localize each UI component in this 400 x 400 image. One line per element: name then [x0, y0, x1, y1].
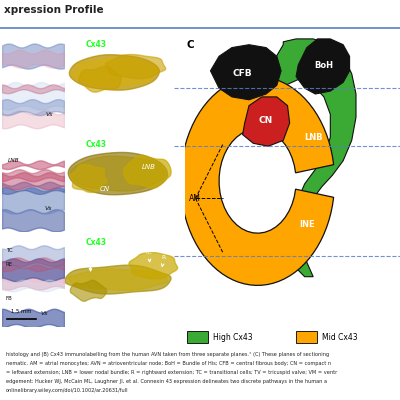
Text: INE: INE	[299, 220, 314, 229]
Text: LNB: LNB	[142, 164, 155, 170]
Polygon shape	[296, 39, 350, 94]
Text: CN: CN	[100, 186, 110, 192]
Text: 700 μm: 700 μm	[126, 308, 148, 313]
Polygon shape	[69, 55, 159, 90]
Bar	[296, 331, 318, 343]
Text: Cx43: Cx43	[86, 238, 107, 247]
Text: TC: TC	[6, 248, 12, 253]
Text: histology and (B) Cx43 immunolabelling from the human AVN taken from three separ: histology and (B) Cx43 immunolabelling f…	[6, 352, 329, 357]
Text: LNB: LNB	[304, 133, 322, 142]
Text: Mid Cx43: Mid Cx43	[322, 332, 357, 342]
Polygon shape	[70, 164, 107, 192]
Text: Vs: Vs	[46, 112, 53, 116]
Text: 300 μm: 300 μm	[126, 112, 148, 118]
Text: TC: TC	[238, 190, 252, 200]
Text: F: F	[68, 238, 74, 247]
Polygon shape	[71, 156, 165, 191]
Text: FB: FB	[6, 296, 12, 301]
Bar	[187, 331, 208, 343]
Polygon shape	[70, 280, 106, 301]
Polygon shape	[65, 265, 171, 294]
Polygon shape	[124, 155, 171, 188]
Text: D: D	[68, 140, 75, 149]
Polygon shape	[79, 66, 122, 92]
Text: AM: AM	[189, 194, 201, 203]
Polygon shape	[68, 152, 168, 195]
Polygon shape	[242, 97, 290, 146]
Text: L: L	[89, 305, 108, 310]
Polygon shape	[268, 39, 356, 277]
Text: High Cx43: High Cx43	[213, 332, 252, 342]
Text: Vs: Vs	[40, 311, 48, 316]
Text: 1.5 mm: 1.5 mm	[11, 309, 32, 314]
Text: RE: RE	[6, 262, 13, 267]
Polygon shape	[71, 59, 158, 86]
Polygon shape	[180, 77, 334, 285]
Text: nematic. AM = atrial monocytes; AVN = atrioventricular node; BoH = Bundle of His: nematic. AM = atrial monocytes; AVN = at…	[6, 361, 331, 366]
Text: onlinelibrary.wiley.com/doi/10.1002/ar.20631/full: onlinelibrary.wiley.com/doi/10.1002/ar.2…	[6, 388, 128, 393]
Polygon shape	[68, 269, 168, 290]
Polygon shape	[129, 253, 178, 279]
Text: R: R	[162, 255, 166, 266]
Polygon shape	[106, 54, 166, 78]
Text: = leftward extension; LNB = lower nodal bundle; R = rightward extension; TC = tr: = leftward extension; LNB = lower nodal …	[6, 370, 337, 375]
Text: Vs: Vs	[44, 206, 52, 211]
Polygon shape	[210, 45, 281, 100]
Text: xpression Profile: xpression Profile	[4, 5, 104, 15]
Text: His: His	[138, 91, 149, 97]
Text: C: C	[187, 40, 194, 50]
Text: CFB: CFB	[233, 69, 252, 78]
Text: edgement: Hucker WJ, McCain ML, Laughner JI, et al. Connexin 43 expression delin: edgement: Hucker WJ, McCain ML, Laughner…	[6, 379, 327, 384]
Text: B: B	[68, 40, 74, 49]
Text: Cx43: Cx43	[86, 40, 107, 49]
Text: TC: TC	[145, 250, 153, 262]
Text: BoH: BoH	[314, 60, 334, 70]
Text: TC: TC	[86, 255, 94, 271]
Text: Cx43: Cx43	[86, 140, 107, 149]
Text: CN: CN	[259, 116, 273, 125]
Text: LNB: LNB	[8, 158, 20, 163]
